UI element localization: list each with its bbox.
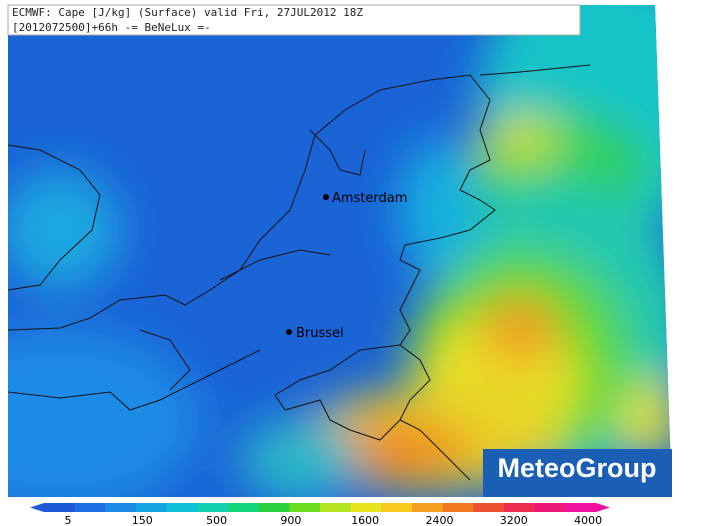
colorbar-segment: [197, 503, 229, 512]
coastline: [8, 64, 591, 481]
colorbar-segment: [565, 503, 597, 512]
logo-box: [483, 449, 672, 497]
city-label: Amsterdam: [332, 191, 407, 206]
colorbar-segment: [320, 503, 352, 512]
colorbar-tick-label: 4000: [574, 514, 602, 526]
header-line: ECMWF: Cape [J/kg] (Surface) valid Fri, …: [12, 6, 363, 19]
colorbar-end: [30, 503, 44, 512]
colorbar-segment: [228, 503, 260, 512]
colorbar-segment: [44, 503, 76, 512]
colorbar-segment: [412, 503, 444, 512]
colorbar-tick-label: 150: [132, 514, 153, 526]
colorbar-tick-label: 1600: [351, 514, 379, 526]
colorbar-segment: [258, 503, 290, 512]
header-line: [2012072500]+66h -= BeNeLux =-: [12, 21, 211, 34]
colorbar-tick-label: 2400: [426, 514, 454, 526]
colorbar: [30, 503, 610, 512]
city-label: Brussel: [296, 326, 344, 341]
colorbar-segment: [166, 503, 198, 512]
city-dot: [286, 329, 292, 335]
colorbar-tick-label: 900: [280, 514, 301, 526]
colorbar-segment: [105, 503, 137, 512]
colorbar-end: [596, 503, 610, 512]
logo-text: MeteoGroup: [498, 453, 657, 483]
colorbar-segment: [350, 503, 382, 512]
colorbar-segment: [136, 503, 168, 512]
colorbar-tick-label: 500: [206, 514, 227, 526]
colorbar-segment: [74, 503, 106, 512]
colorbar-tick-label: 5: [65, 514, 72, 526]
colorbar-segment: [381, 503, 413, 512]
colorbar-tick-label: 3200: [500, 514, 528, 526]
city-dot: [323, 194, 329, 200]
colorbar-segment: [534, 503, 566, 512]
colorbar-segment: [442, 503, 474, 512]
colorbar-ticks: 5 150 500 900 1600 2400 3200 4000: [65, 514, 603, 526]
colorbar-segment: [473, 503, 505, 512]
colorbar-segment: [504, 503, 536, 512]
colorbar-segment: [289, 503, 321, 512]
header-box: [7, 4, 581, 36]
